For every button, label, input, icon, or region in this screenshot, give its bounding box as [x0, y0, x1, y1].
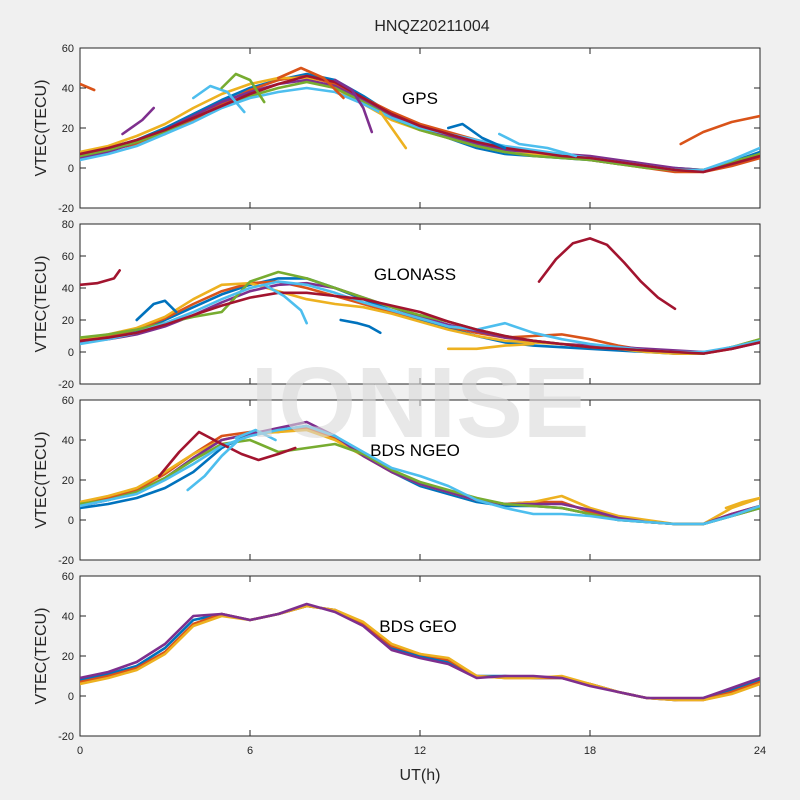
series-line-11: [192, 84, 246, 114]
y-tick-label: 0: [68, 347, 74, 359]
series-group: [80, 237, 760, 355]
y-tick-label: 0: [68, 163, 74, 175]
series-line-10: [724, 496, 760, 510]
series-line-15: [379, 110, 408, 150]
y-tick-label: -20: [58, 379, 74, 391]
series-line-13: [277, 66, 345, 100]
series-line-10: [121, 106, 155, 136]
subplot-1: -20 0 20 40 60 VTEC(TECU) GPS: [33, 43, 761, 215]
x-tick-label: 24: [754, 745, 766, 757]
series-line-7: [80, 74, 760, 174]
series-line-14: [333, 78, 374, 134]
series-group: [80, 420, 760, 526]
series-line-8: [186, 438, 240, 492]
series-line-16: [447, 122, 507, 150]
figure-title: HNQZ20211004: [374, 18, 489, 35]
y-axis-label: VTEC(TECU): [33, 256, 50, 353]
series-line-9: [234, 428, 277, 442]
x-tick-label: 12: [414, 745, 426, 757]
y-tick-label: 20: [62, 651, 74, 663]
series-line-11: [262, 283, 308, 325]
series-line-9: [80, 291, 760, 355]
y-tick-label: -20: [58, 731, 74, 743]
series-line-1: [80, 269, 121, 287]
series-line-8: [679, 114, 760, 146]
panel-annotation: GLONASS: [374, 265, 456, 284]
y-tick-label: 40: [62, 83, 74, 95]
x-axis-label: UT(h): [400, 767, 441, 784]
series-line-12: [220, 72, 266, 104]
panel-annotation: GPS: [402, 89, 438, 108]
y-tick-label: 60: [62, 395, 74, 407]
series-line-9: [80, 82, 96, 92]
y-tick-label: 60: [62, 43, 74, 55]
y-tick-label: 80: [62, 219, 74, 231]
y-tick-label: -20: [58, 203, 74, 215]
y-axis-label: VTEC(TECU): [33, 432, 50, 529]
y-tick-label: -20: [58, 555, 74, 567]
subplot-3: -20 0 20 40 60 VTEC(TECU) BDS NGEO: [33, 395, 761, 567]
y-tick-label: 0: [68, 515, 74, 527]
series-line-4: [80, 602, 760, 700]
series-group: [80, 602, 760, 702]
x-tick-label: 6: [247, 745, 253, 757]
series-line-17: [498, 132, 578, 158]
y-tick-label: 40: [62, 435, 74, 447]
y-axis-label: VTEC(TECU): [33, 608, 50, 705]
series-line-13: [447, 342, 535, 351]
y-tick-label: 20: [62, 315, 74, 327]
y-tick-label: 40: [62, 283, 74, 295]
x-tick-label: 0: [77, 745, 83, 757]
series-line-2: [537, 237, 677, 311]
watermark: IONISE: [251, 347, 590, 459]
y-tick-label: 60: [62, 251, 74, 263]
series-line-6: [80, 424, 760, 526]
plot-area: [79, 399, 761, 561]
y-tick-label: 20: [62, 123, 74, 135]
y-axis-label: VTEC(TECU): [33, 80, 50, 177]
y-tick-label: 0: [68, 691, 74, 703]
series-line-5: [80, 281, 760, 355]
y-tick-label: 20: [62, 475, 74, 487]
y-tick-label: 40: [62, 611, 74, 623]
subplot-2: -20 0 20 40 60 80 VTEC(TECU) GLONASS: [33, 219, 761, 391]
y-tick-label: 60: [62, 571, 74, 583]
series-line-7: [158, 430, 297, 478]
series-group: [80, 66, 760, 174]
series-line-12: [339, 318, 382, 335]
panel-annotation: BDS GEO: [379, 617, 456, 636]
x-tick-label: 18: [584, 745, 596, 757]
panel-annotation: BDS NGEO: [370, 441, 460, 460]
series-line-10: [135, 299, 178, 322]
